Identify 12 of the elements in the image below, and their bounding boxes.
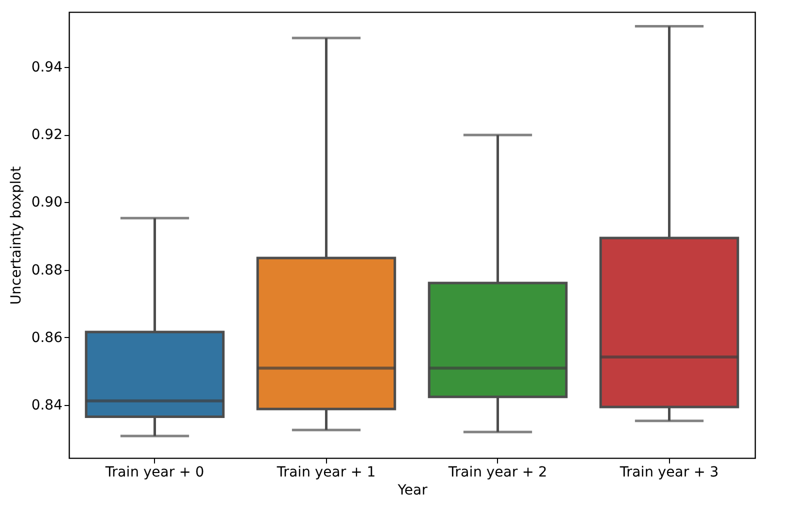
- x-tick-label: Train year + 0: [104, 464, 204, 480]
- y-axis-title: Uncertainty boxplot: [8, 166, 24, 305]
- y-tick-label: 0.88: [31, 262, 62, 278]
- x-axis-title: Year: [396, 482, 428, 498]
- x-tick-label: Train year + 3: [618, 464, 719, 480]
- x-tick-label: Train year + 1: [276, 464, 376, 480]
- y-tick-label: 0.86: [31, 330, 63, 346]
- y-tick-label: 0.94: [31, 60, 63, 76]
- y-tick-label: 0.92: [31, 127, 62, 144]
- x-tick-label: Train year + 2: [447, 464, 548, 480]
- y-tick-label: 0.90: [31, 194, 62, 211]
- y-tick-label: 0.84: [31, 397, 63, 414]
